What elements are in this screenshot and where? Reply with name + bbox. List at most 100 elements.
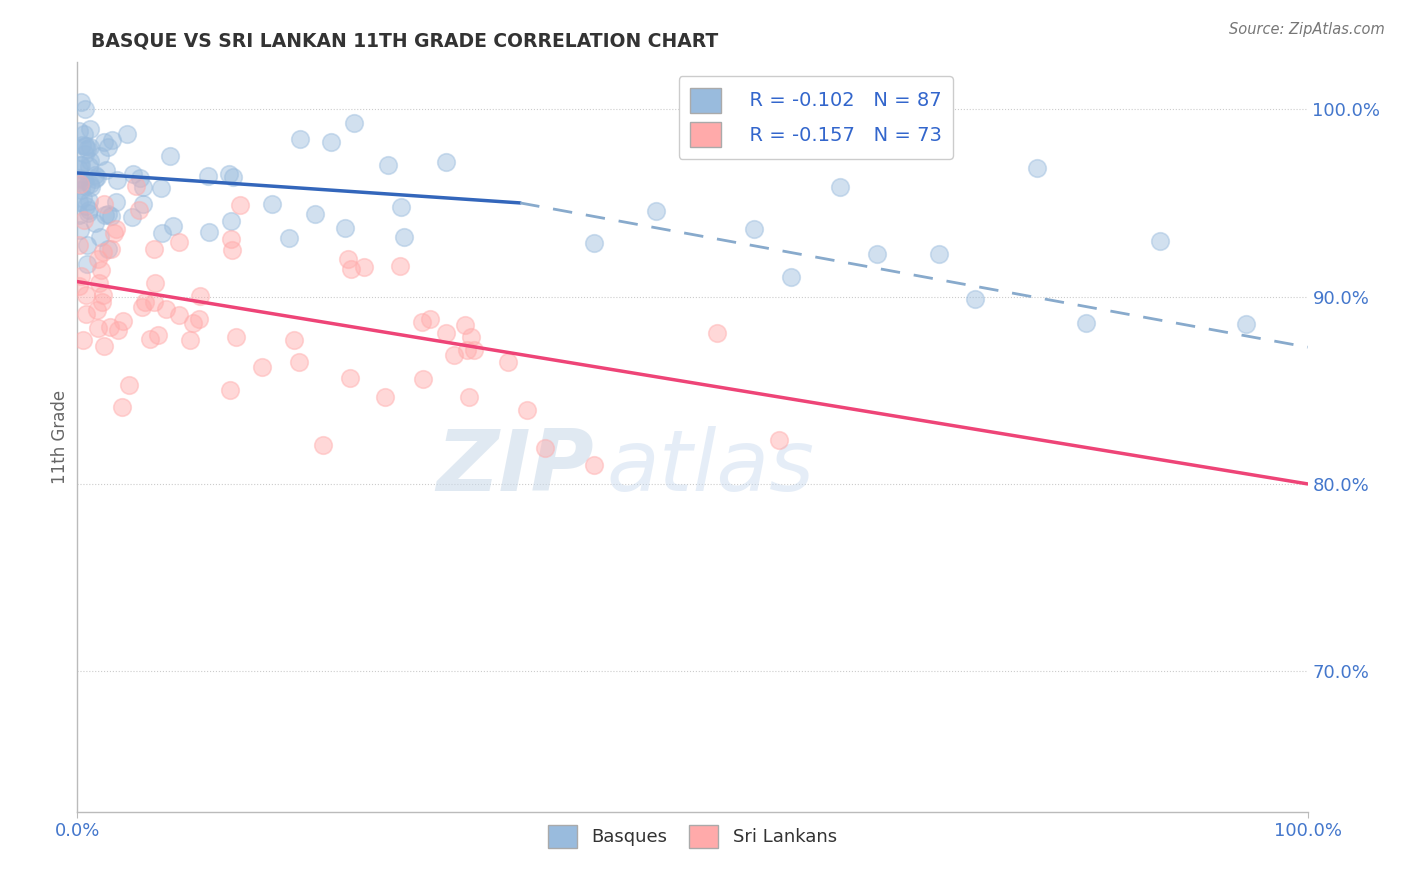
Point	[198, 225, 221, 239]
Point	[155, 302, 177, 317]
Point	[97, 207, 120, 221]
Point	[89, 149, 111, 163]
Point	[454, 318, 477, 332]
Point	[780, 270, 803, 285]
Point	[222, 170, 245, 185]
Point	[75, 102, 97, 116]
Point	[218, 167, 240, 181]
Point	[443, 348, 465, 362]
Point	[69, 269, 91, 284]
Point	[87, 252, 110, 266]
Point	[86, 302, 108, 317]
Point	[128, 171, 150, 186]
Point	[169, 308, 191, 322]
Point	[75, 179, 97, 194]
Point	[419, 311, 441, 326]
Point	[152, 226, 174, 240]
Point	[392, 229, 415, 244]
Point	[67, 195, 90, 210]
Point	[583, 236, 606, 251]
Point	[225, 330, 247, 344]
Point	[79, 140, 101, 154]
Point	[115, 127, 138, 141]
Point	[79, 194, 101, 208]
Point	[277, 231, 299, 245]
Text: BASQUE VS SRI LANKAN 11TH GRADE CORRELATION CHART: BASQUE VS SRI LANKAN 11TH GRADE CORRELAT…	[91, 31, 718, 50]
Point	[112, 314, 135, 328]
Point	[159, 149, 181, 163]
Point	[73, 173, 96, 187]
Point	[96, 163, 118, 178]
Point	[93, 135, 115, 149]
Point	[93, 339, 115, 353]
Text: ZIP: ZIP	[436, 425, 595, 508]
Point	[79, 154, 101, 169]
Point	[79, 178, 101, 192]
Point	[218, 383, 240, 397]
Point	[107, 323, 129, 337]
Point	[312, 438, 335, 452]
Point	[104, 222, 127, 236]
Point	[288, 355, 311, 369]
Point	[436, 326, 458, 340]
Point	[374, 391, 396, 405]
Point	[97, 242, 120, 256]
Point	[335, 220, 357, 235]
Point	[67, 162, 90, 177]
Point	[411, 315, 433, 329]
Point	[77, 203, 100, 218]
Point	[1234, 317, 1257, 331]
Point	[149, 181, 172, 195]
Point	[70, 183, 93, 197]
Point	[131, 197, 153, 211]
Point	[229, 198, 252, 212]
Y-axis label: 11th Grade: 11th Grade	[51, 390, 69, 484]
Point	[377, 158, 399, 172]
Point	[124, 178, 146, 193]
Point	[260, 196, 283, 211]
Point	[70, 95, 93, 110]
Point	[342, 116, 364, 130]
Point	[103, 226, 125, 240]
Point	[107, 173, 129, 187]
Point	[219, 214, 242, 228]
Point	[1076, 316, 1098, 330]
Point	[100, 209, 122, 223]
Point	[128, 203, 150, 218]
Point	[496, 355, 519, 369]
Point	[73, 212, 96, 227]
Point	[353, 260, 375, 274]
Point	[389, 200, 412, 214]
Point	[76, 142, 98, 156]
Point	[75, 139, 97, 153]
Point	[142, 295, 165, 310]
Point	[100, 242, 122, 256]
Point	[69, 158, 91, 172]
Point	[139, 332, 162, 346]
Point	[250, 360, 273, 375]
Point	[72, 191, 94, 205]
Point	[89, 277, 111, 291]
Point	[131, 301, 153, 315]
Point	[644, 204, 666, 219]
Point	[146, 328, 169, 343]
Point	[76, 238, 98, 252]
Point	[86, 170, 108, 185]
Point	[90, 294, 112, 309]
Point	[91, 244, 114, 259]
Point	[131, 179, 153, 194]
Point	[187, 312, 209, 326]
Point	[162, 219, 184, 234]
Point	[181, 316, 204, 330]
Point	[965, 293, 987, 307]
Point	[83, 216, 105, 230]
Point	[866, 246, 889, 260]
Point	[70, 138, 93, 153]
Point	[104, 195, 127, 210]
Point	[583, 458, 606, 473]
Point	[283, 333, 305, 347]
Point	[67, 238, 90, 252]
Point	[463, 343, 485, 357]
Point	[97, 140, 120, 154]
Point	[67, 173, 90, 187]
